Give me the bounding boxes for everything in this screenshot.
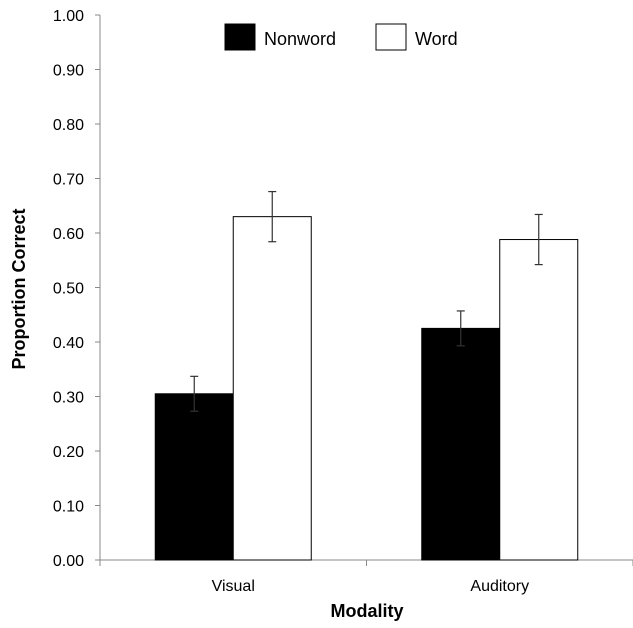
bar-nonword-visual [154,393,234,561]
legend-swatch-word [375,23,407,51]
y-tick-label: 0.50 [53,281,84,298]
x-axis-title: Modality [330,601,403,621]
bar-word-auditory [499,239,579,561]
y-tick-label: 0.30 [53,390,84,407]
y-axis: 0.00 0.10 0.20 0.30 0.40 0.50 0.60 0.70 0.80 0.90… [53,8,101,570]
legend-label-word: Word [415,29,458,49]
x-tick-label: Visual [212,578,255,595]
x-axis: Visual Auditory [99,559,633,595]
legend-label-nonword: Nonword [264,29,336,49]
y-tick-label: 0.80 [53,117,84,134]
y-tick-label: 0.10 [53,499,84,516]
y-tick-label: 0.20 [53,444,84,461]
bars [154,190,579,561]
y-axis-title: Proportion Correct [9,208,29,369]
x-tick-label: Auditory [470,578,529,595]
legend: Nonword Word [224,23,458,51]
y-tick-label: 1.00 [53,8,84,25]
y-tick-label: 0.40 [53,335,84,352]
y-tick-label: 0.70 [53,172,84,189]
legend-swatch-nonword [224,23,256,51]
y-tick-label: 0.60 [53,226,84,243]
y-tick-label: 0.00 [53,553,84,570]
bar-nonword-auditory [421,327,501,561]
bar-word-visual [232,216,312,561]
y-tick-label: 0.90 [53,63,84,80]
